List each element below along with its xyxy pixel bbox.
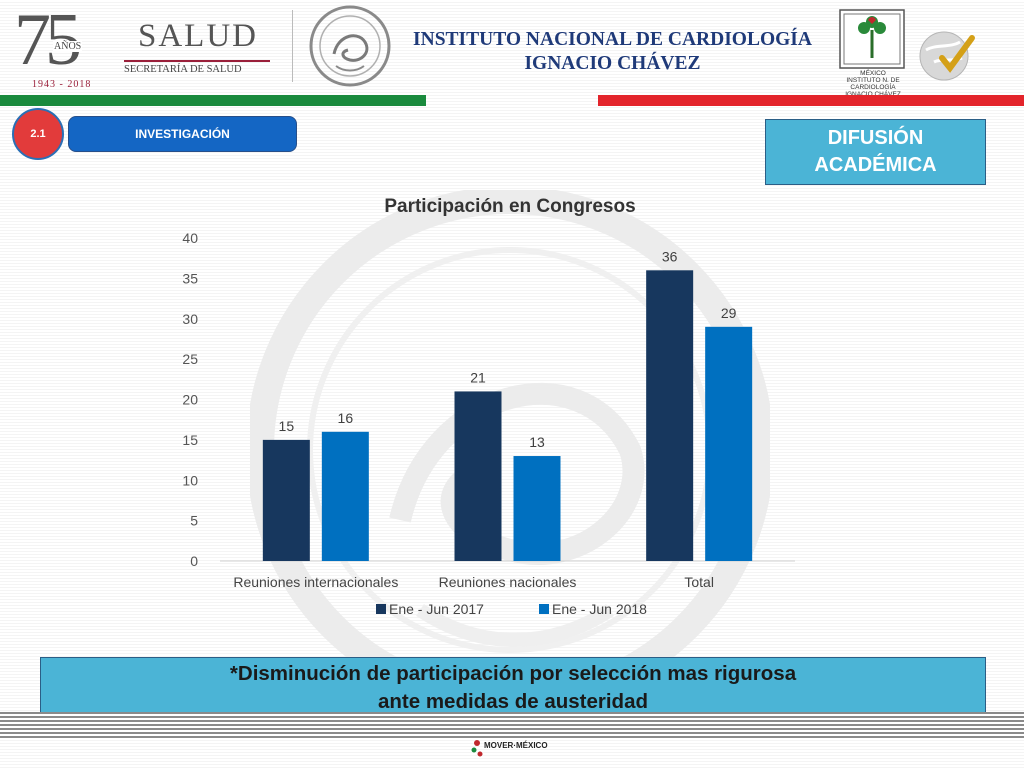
- data-label: 29: [721, 305, 737, 321]
- data-label: 16: [338, 410, 354, 426]
- salud-rule: [124, 60, 270, 62]
- red-band: [598, 95, 1024, 106]
- data-label: 36: [662, 248, 678, 264]
- data-label: 21: [470, 369, 486, 385]
- chart-title: Participación en Congresos: [384, 196, 635, 217]
- x-axis: Reuniones internacionales Reuniones nacio…: [233, 574, 714, 590]
- y-tick-label: 35: [182, 270, 198, 286]
- institute-title-line2: IGNACIO CHÁVEZ: [524, 53, 701, 74]
- bar-1-1: [513, 456, 561, 561]
- mover-mexico-text: MOVER·MÉXICO: [484, 741, 548, 750]
- participation-bar-chart: Participación en Congresos 0 5 10 15 20 25 30 3…: [182, 196, 795, 617]
- bar-2-0: [646, 270, 694, 561]
- bar-1-0: [454, 391, 502, 561]
- salud-title: SALUD: [138, 18, 259, 54]
- category-line1: DIFUSIÓN: [827, 127, 924, 149]
- note-line1: *Disminución de participación por selecc…: [229, 662, 797, 685]
- anniversary-word: AÑOS: [53, 41, 83, 52]
- austerity-note: *Disminución de participación por selecc…: [40, 657, 986, 717]
- y-tick-label: 5: [190, 513, 198, 529]
- category-label: Reuniones internacionales: [233, 574, 398, 590]
- anniversary-logo: 75 AÑOS 1943 - 2018: [14, 0, 104, 90]
- cardiology-institute-logo: MÉXICO INSTITUTO N. DE CARDIOLOGÍA IGNAC…: [838, 8, 906, 98]
- category-line2: ACADÉMICA: [814, 154, 937, 176]
- y-tick-label: 10: [182, 472, 198, 488]
- section-number-badge: 2.1: [12, 108, 64, 160]
- y-tick-label: 25: [182, 351, 198, 367]
- mover-mexico-logo: MOVER·MÉXICO: [470, 738, 560, 764]
- bar-0-1: [321, 431, 369, 561]
- legend-label: Ene - Jun 2017: [389, 601, 484, 617]
- national-seal-icon: [309, 5, 391, 87]
- legend-swatch: [376, 604, 386, 614]
- salud-logo: SALUD SECRETARÍA DE SALUD: [124, 14, 274, 80]
- footer-stripes: [0, 712, 1024, 738]
- mover-mexico-icon: [471, 740, 483, 757]
- category-label: Reuniones nacionales: [439, 574, 577, 590]
- section-name-badge: INVESTIGACIÓN: [68, 116, 297, 152]
- bar-series: 15 16 21 13 36 29: [262, 248, 753, 561]
- y-tick-label: 40: [182, 230, 198, 246]
- data-label: 13: [529, 434, 545, 450]
- header-separator: [292, 10, 293, 82]
- chart-legend: Ene - Jun 2017 Ene - Jun 2018: [376, 601, 647, 617]
- bar-0-0: [262, 439, 310, 561]
- bar-2-1: [705, 326, 753, 561]
- anniversary-number: 75: [14, 0, 82, 81]
- quality-globe-icon: [919, 31, 975, 81]
- y-axis: 0 5 10 15 20 25 30 35 40: [182, 230, 795, 569]
- legend-swatch: [539, 604, 549, 614]
- salud-subtitle: SECRETARÍA DE SALUD: [124, 64, 242, 75]
- y-tick-label: 15: [182, 432, 198, 448]
- category-label: Total: [684, 574, 714, 590]
- institute-title-line1: INSTITUTO NACIONAL DE CARDIOLOGÍA: [413, 29, 812, 50]
- category-box: DIFUSIÓN ACADÉMICA: [765, 119, 986, 185]
- cardiology-emblem-icon: [839, 9, 905, 69]
- data-label: 15: [279, 418, 295, 434]
- institute-title: INSTITUTO NACIONAL DE CARDIOLOGÍA IGNACI…: [385, 28, 840, 76]
- y-tick-label: 0: [190, 553, 198, 569]
- y-tick-label: 30: [182, 311, 198, 327]
- legend-label: Ene - Jun 2018: [552, 601, 647, 617]
- cardiology-logo-text: MÉXICO INSTITUTO N. DE CARDIOLOGÍA IGNAC…: [845, 70, 901, 98]
- green-band: [0, 95, 426, 106]
- note-line2: ante medidas de austeridad: [377, 690, 648, 713]
- y-tick-label: 20: [182, 392, 198, 408]
- anniversary-years: 1943 - 2018: [32, 79, 92, 90]
